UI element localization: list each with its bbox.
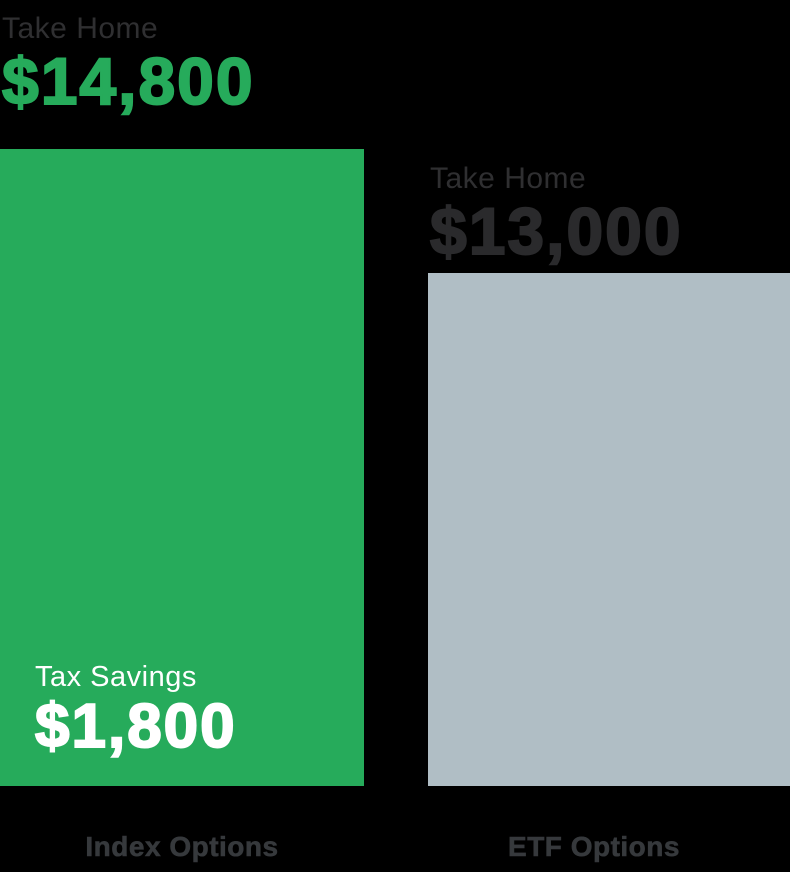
index-take-home-label: Take Home <box>2 12 159 45</box>
tax-savings-block: Tax Savings $1,800 <box>34 660 237 761</box>
index-options-header: Take Home $14,800 <box>1 12 255 118</box>
index-take-home-value: $14,800 <box>1 44 255 118</box>
etf-options-header: Take Home $13,000 <box>429 162 683 268</box>
etf-take-home-label: Take Home <box>430 162 587 195</box>
index-options-bar: Tax Savings $1,800 <box>0 149 364 786</box>
etf-options-bar <box>428 273 790 786</box>
etf-take-home-value: $13,000 <box>429 194 683 268</box>
index-options-category-label: Index Options <box>85 831 279 862</box>
tax-savings-label: Tax Savings <box>35 661 197 693</box>
tax-savings-value: $1,800 <box>34 692 237 761</box>
etf-options-category-label: ETF Options <box>508 831 680 862</box>
